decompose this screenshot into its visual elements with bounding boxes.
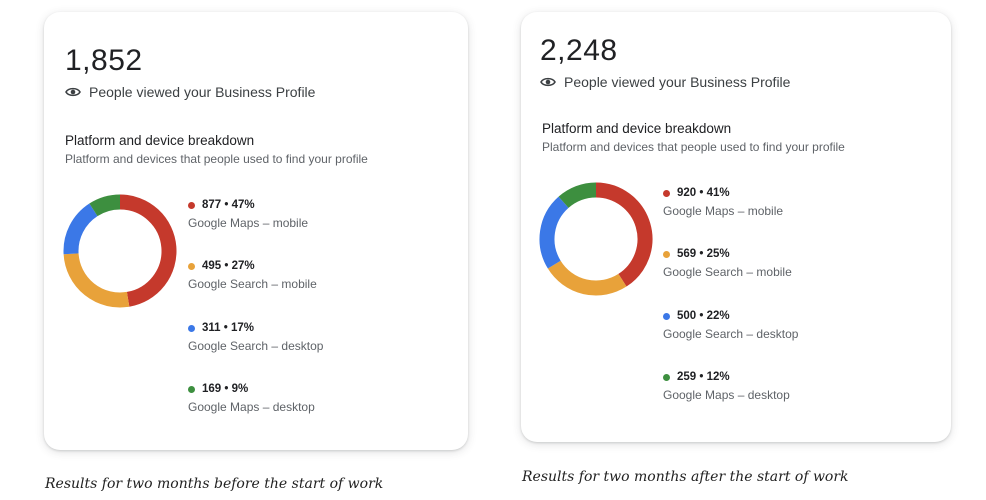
legend-value: 311 • 17% xyxy=(202,322,254,334)
legend-swatch xyxy=(188,385,195,393)
legend-item: 259 • 12% Google Maps – desktop xyxy=(663,371,883,402)
donut-slice xyxy=(89,194,121,217)
legend-item: 169 • 9% Google Maps – desktop xyxy=(188,383,408,414)
legend-swatch xyxy=(188,324,195,332)
eye-icon xyxy=(540,77,556,87)
after-caption: Results for two months after the start o… xyxy=(522,469,849,485)
total-views: 2,248 xyxy=(540,34,618,67)
views-label: People viewed your Business Profile xyxy=(564,74,791,90)
legend-label: Google Search – mobile xyxy=(188,277,317,291)
legend-label: Google Search – desktop xyxy=(663,327,799,341)
legend-swatch xyxy=(663,312,670,320)
donut-slice xyxy=(595,182,653,287)
after-card: 2,248 People viewed your Business Profil… xyxy=(521,12,951,442)
legend-value: 495 • 27% xyxy=(202,260,255,272)
legend-item: 920 • 41% Google Maps – mobile xyxy=(663,187,883,218)
views-label: People viewed your Business Profile xyxy=(89,84,316,100)
legend-label: Google Search – mobile xyxy=(663,265,792,279)
views-label-row: People viewed your Business Profile xyxy=(65,84,315,100)
legend-swatch xyxy=(663,250,670,258)
legend-item: 877 • 47% Google Maps – mobile xyxy=(188,199,408,230)
legend-label: Google Maps – mobile xyxy=(188,216,309,230)
before-card: 1,852 People viewed your Business Profil… xyxy=(44,12,468,450)
legend-value: 877 • 47% xyxy=(202,199,255,211)
legend-value: 569 • 25% xyxy=(677,248,730,260)
legend-value: 259 • 12% xyxy=(677,371,730,383)
legend-swatch xyxy=(663,189,670,197)
device-donut-chart xyxy=(63,194,177,308)
views-label-row: People viewed your Business Profile xyxy=(540,74,790,90)
legend-label: Google Maps – desktop xyxy=(663,388,790,402)
legend-label: Google Search – desktop xyxy=(188,339,324,353)
legend-swatch xyxy=(188,262,195,270)
legend-item: 495 • 27% Google Search – mobile xyxy=(188,260,408,291)
donut-slice xyxy=(547,260,627,296)
legend-value: 169 • 9% xyxy=(202,383,249,395)
breakdown-title: Platform and device breakdown xyxy=(65,133,255,148)
legend-item: 569 • 25% Google Search – mobile xyxy=(663,248,883,279)
legend-label: Google Maps – desktop xyxy=(188,400,315,414)
legend-item: 311 • 17% Google Search – desktop xyxy=(188,322,408,353)
donut-slice xyxy=(63,253,130,308)
donut-slice xyxy=(539,196,569,269)
legend-value: 500 • 22% xyxy=(677,310,730,322)
donut-slice xyxy=(119,194,177,307)
eye-icon xyxy=(65,87,81,97)
legend-swatch xyxy=(663,373,670,381)
legend-value: 920 • 41% xyxy=(677,187,730,199)
legend-label: Google Maps – mobile xyxy=(663,204,784,218)
donut-slice xyxy=(558,182,597,209)
before-caption: Results for two months before the start … xyxy=(45,476,384,492)
breakdown-title: Platform and device breakdown xyxy=(542,121,732,136)
device-donut-chart xyxy=(539,182,653,296)
breakdown-subtitle: Platform and devices that people used to… xyxy=(542,140,845,154)
legend-swatch xyxy=(188,201,195,209)
breakdown-subtitle: Platform and devices that people used to… xyxy=(65,152,368,166)
legend-item: 500 • 22% Google Search – desktop xyxy=(663,310,883,341)
donut-slice xyxy=(63,203,98,255)
total-views: 1,852 xyxy=(65,44,143,77)
